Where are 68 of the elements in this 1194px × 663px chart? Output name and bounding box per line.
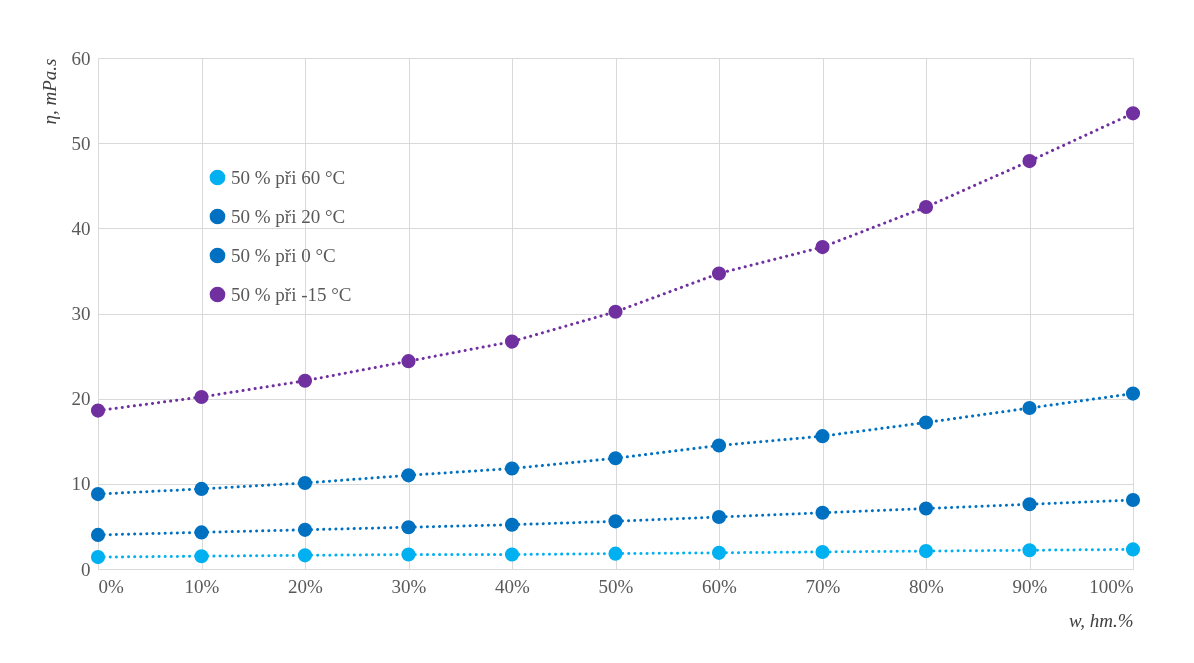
x-tick-label: 50% xyxy=(598,575,634,597)
point xyxy=(90,487,106,502)
point xyxy=(504,547,520,562)
point xyxy=(401,520,416,535)
y-tick-label: 30 xyxy=(71,303,91,324)
y-tick-label: 10 xyxy=(71,473,91,495)
legend-label: 50 % při -15 °C xyxy=(231,283,352,305)
point xyxy=(90,403,106,418)
point xyxy=(1022,153,1037,169)
point xyxy=(90,527,106,542)
point xyxy=(297,522,313,537)
point xyxy=(608,514,623,529)
point xyxy=(918,415,934,430)
x-tick-label: 60% xyxy=(702,575,738,597)
point xyxy=(711,545,727,560)
x-tick-label: 80% xyxy=(909,575,945,597)
x-tick-label: 90% xyxy=(1012,575,1048,597)
x-tick-label: 10% xyxy=(184,575,220,597)
y-tick-label: 0 xyxy=(81,558,91,580)
point xyxy=(815,240,830,255)
x-tick-label: 100% xyxy=(1089,575,1134,597)
point xyxy=(297,475,313,491)
y-axis-title: η, mPa.s xyxy=(38,58,60,125)
point xyxy=(194,389,209,405)
point xyxy=(90,550,106,565)
point xyxy=(608,451,623,466)
point xyxy=(297,373,313,388)
point xyxy=(1125,492,1141,508)
x-tick-label: 20% xyxy=(288,575,324,597)
point xyxy=(504,517,520,532)
point xyxy=(815,429,830,444)
x-tick-label: 70% xyxy=(805,575,841,597)
legend-label: 50 % při 20 °C xyxy=(231,205,346,227)
point xyxy=(1022,543,1037,558)
point xyxy=(297,548,313,563)
point xyxy=(504,461,520,476)
y-tick-label: 60 xyxy=(71,47,91,69)
point xyxy=(608,546,623,561)
legend-label: 50 % při 0 °C xyxy=(231,244,336,266)
y-tick-label: 20 xyxy=(71,388,91,410)
x-axis-title: w, hm.% xyxy=(1068,609,1134,631)
point xyxy=(1125,542,1141,557)
point xyxy=(815,544,830,560)
point xyxy=(504,334,520,349)
x-tick-label: 0% xyxy=(98,575,124,597)
point xyxy=(1022,497,1037,512)
point xyxy=(815,505,830,520)
x-tick-label: 30% xyxy=(391,575,427,597)
point xyxy=(711,509,727,525)
legend-label: 50 % při 60 °C xyxy=(231,166,346,188)
point xyxy=(711,266,727,281)
point xyxy=(711,438,727,453)
point xyxy=(918,199,934,215)
y-tick-label: 40 xyxy=(71,217,91,239)
point xyxy=(401,354,416,369)
point xyxy=(918,544,934,559)
point xyxy=(194,549,209,564)
point xyxy=(1022,400,1037,416)
point xyxy=(194,525,209,540)
point xyxy=(401,547,416,562)
point xyxy=(1125,386,1141,401)
point xyxy=(918,501,934,516)
point xyxy=(608,304,623,319)
point xyxy=(401,468,416,483)
x-tick-label: 40% xyxy=(495,575,531,597)
point xyxy=(194,481,209,496)
y-tick-label: 50 xyxy=(71,132,91,154)
point xyxy=(1125,106,1141,121)
